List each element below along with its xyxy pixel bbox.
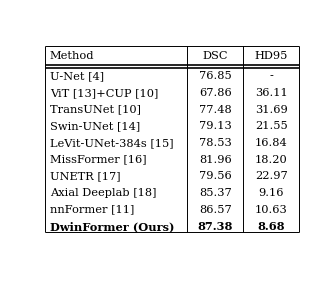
Text: 31.69: 31.69 [255,105,288,115]
Text: 16.84: 16.84 [255,138,288,148]
Text: 77.48: 77.48 [199,105,232,115]
Text: 86.57: 86.57 [199,205,232,215]
Text: Swin-UNet [14]: Swin-UNet [14] [50,121,140,131]
Text: DwinFormer (Ours): DwinFormer (Ours) [50,221,174,232]
Text: 79.13: 79.13 [199,121,232,131]
Text: 79.56: 79.56 [199,171,232,181]
Text: 9.16: 9.16 [259,188,284,198]
Text: TransUNet [10]: TransUNet [10] [50,105,141,115]
Text: 78.53: 78.53 [199,138,232,148]
Text: 21.55: 21.55 [255,121,288,131]
Text: 87.38: 87.38 [198,221,233,232]
Text: 67.86: 67.86 [199,88,232,98]
Text: ViT [13]+CUP [10]: ViT [13]+CUP [10] [50,88,158,98]
Text: MissFormer [16]: MissFormer [16] [50,155,146,165]
Text: LeVit-UNet-384s [15]: LeVit-UNet-384s [15] [50,138,173,148]
Text: 36.11: 36.11 [255,88,288,98]
Text: Axial Deeplab [18]: Axial Deeplab [18] [50,188,156,198]
Text: 18.20: 18.20 [255,155,288,165]
Text: 85.37: 85.37 [199,188,232,198]
Text: Method: Method [50,51,94,61]
Text: DSC: DSC [203,51,228,61]
Text: 10.63: 10.63 [255,205,288,215]
Text: -: - [269,71,273,81]
Text: HD95: HD95 [255,51,288,61]
Text: 81.96: 81.96 [199,155,232,165]
Text: UNETR [17]: UNETR [17] [50,171,120,181]
Text: 76.85: 76.85 [199,71,232,81]
Text: 22.97: 22.97 [255,171,288,181]
Text: 8.68: 8.68 [258,221,285,232]
Text: nnFormer [11]: nnFormer [11] [50,205,134,215]
Text: U-Net [4]: U-Net [4] [50,71,104,81]
